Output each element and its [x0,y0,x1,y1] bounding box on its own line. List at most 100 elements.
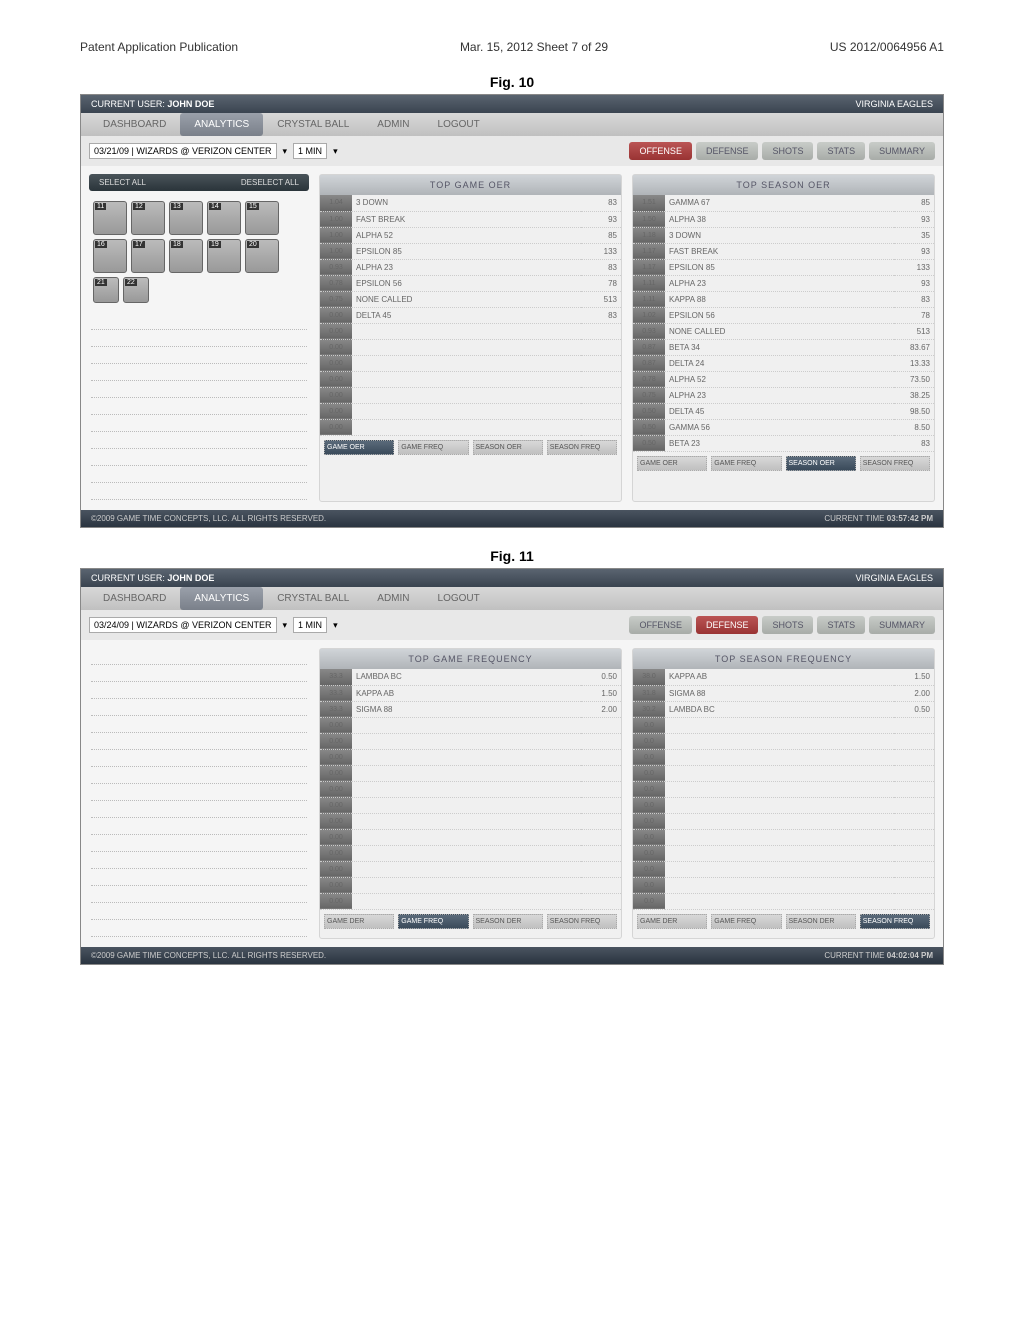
sort-season-der[interactable]: SEASON DER [473,914,543,930]
sort-season-freq[interactable]: SEASON FREQ [860,456,930,472]
player-thumb[interactable]: 19 [207,239,241,273]
table-row[interactable]: 0.0 [633,893,934,909]
table-row[interactable]: 1.00EPSILON 85133 [320,243,621,259]
table-row[interactable]: 0.0 [633,877,934,893]
table-row[interactable]: 0.00 [320,339,621,355]
table-row[interactable]: 0.0 [633,717,934,733]
sort-game-freq[interactable]: GAME FREQ [711,456,781,472]
table-row[interactable]: 0.0 [633,749,934,765]
table-row[interactable]: 0.93NONE CALLED513 [633,323,934,339]
table-row[interactable]: 0.00 [320,765,621,781]
menu-logout[interactable]: LOGOUT [424,113,494,136]
table-row[interactable]: 0.78EPSILON 5678 [320,275,621,291]
table-row[interactable]: 1.50ALPHA 3893 [633,211,934,227]
table-row[interactable]: 0.87DELTA 2413.33 [633,355,934,371]
table-row[interactable]: 0.0 [633,813,934,829]
pill-shots[interactable]: SHOTS [762,142,813,160]
game-select[interactable]: 03/21/09 | WIZARDS @ VERIZON CENTER [89,143,277,159]
table-row[interactable]: 0.0 [633,829,934,845]
sort-game-der[interactable]: GAME DER [324,914,394,930]
table-row[interactable]: 1.17EPSILON 85133 [633,259,934,275]
table-row[interactable]: 0.00 [320,845,621,861]
dropdown-icon[interactable]: ▾ [283,620,288,631]
menu-logout[interactable]: LOGOUT [424,587,494,610]
table-row[interactable]: 1.00ALPHA 5285 [320,227,621,243]
table-row[interactable]: 0.00 [320,355,621,371]
table-row[interactable]: 0.00 [320,371,621,387]
table-row[interactable]: 0.75ALPHA 2338.25 [633,387,934,403]
dropdown-icon[interactable]: ▾ [283,146,288,157]
sort-game-freq[interactable]: GAME FREQ [398,440,468,456]
table-row[interactable]: 0.0 [633,797,934,813]
player-thumb[interactable]: 18 [169,239,203,273]
table-row[interactable]: 1.00FAST BREAK93 [320,211,621,227]
table-row[interactable]: 0.50DELTA 4598.50 [633,403,934,419]
sort-game-freq[interactable]: GAME FREQ [398,914,468,930]
menu-crystal-ball[interactable]: CRYSTAL BALL [263,587,363,610]
table-row[interactable]: 38.0KAPPA AB1.50 [633,669,934,685]
game-select[interactable]: 03/24/09 | WIZARDS @ VERIZON CENTER [89,617,277,633]
table-row[interactable]: 0.75NONE CALLED513 [320,291,621,307]
pill-stats[interactable]: STATS [817,616,865,634]
table-row[interactable]: 1.183 DOWN35 [633,227,934,243]
table-row[interactable]: 0.00 [320,733,621,749]
select-all-button[interactable]: SELECT ALL [99,178,146,187]
min-select[interactable]: 1 MIN [293,617,327,633]
dropdown-icon[interactable]: ▾ [333,620,338,631]
deselect-all-button[interactable]: DESELECT ALL [241,178,299,187]
table-row[interactable]: 0.00 [320,419,621,435]
sort-season-freq[interactable]: SEASON FREQ [547,440,617,456]
player-thumb[interactable]: 21 [93,277,119,303]
table-row[interactable]: 0.0 [633,733,934,749]
menu-dashboard[interactable]: DASHBOARD [89,587,180,610]
player-thumb[interactable]: 17 [131,239,165,273]
table-row[interactable]: 0.00 [320,781,621,797]
table-row[interactable]: 0.0 [633,781,934,797]
table-row[interactable]: 1.11KAPPA 8883 [633,291,934,307]
player-thumb[interactable]: 15 [245,201,279,235]
table-row[interactable]: 0.00 [320,829,621,845]
dropdown-icon[interactable]: ▾ [333,146,338,157]
player-thumb[interactable]: 14 [207,201,241,235]
table-row[interactable]: 0.00 [320,749,621,765]
sort-season-oer[interactable]: SEASON OER [473,440,543,456]
table-row[interactable]: 0.00 [320,861,621,877]
menu-admin[interactable]: ADMIN [363,587,423,610]
table-row[interactable]: 1.043 DOWN83 [320,195,621,211]
sort-season-der[interactable]: SEASON DER [786,914,856,930]
table-row[interactable]: 0.50GAMMA 568.50 [633,419,934,435]
table-row[interactable]: 1.02EPSILON 5678 [633,307,934,323]
table-row[interactable]: 0.00 [320,893,621,909]
pill-summary[interactable]: SUMMARY [869,616,935,634]
table-row[interactable]: 1.17FAST BREAK93 [633,243,934,259]
table-row[interactable]: 30.2LAMBDA BC0.50 [633,701,934,717]
table-row[interactable]: 0.00 [320,323,621,339]
pill-stats[interactable]: STATS [817,142,865,160]
table-row[interactable]: 1.51GAMMA 6785 [633,195,934,211]
table-row[interactable]: 0.00 [320,877,621,893]
pill-shots[interactable]: SHOTS [762,616,813,634]
sort-game-freq[interactable]: GAME FREQ [711,914,781,930]
table-row[interactable]: 31.8SIGMA 882.00 [633,685,934,701]
table-row[interactable]: 0.0 [633,845,934,861]
sort-game-der[interactable]: GAME DER [637,914,707,930]
menu-analytics[interactable]: ANALYTICS [180,587,263,610]
table-row[interactable]: 0.00 [320,797,621,813]
table-row[interactable]: 0.00DELTA 4583 [320,307,621,323]
pill-summary[interactable]: SUMMARY [869,142,935,160]
sort-season-freq[interactable]: SEASON FREQ [860,914,930,930]
table-row[interactable]: 0.78ALPHA 5273.50 [633,371,934,387]
pill-defense[interactable]: DEFENSE [696,142,759,160]
table-row[interactable]: 0.00 [320,387,621,403]
table-row[interactable]: 0.00 [320,717,621,733]
player-thumb[interactable]: 12 [131,201,165,235]
sort-season-freq[interactable]: SEASON FREQ [547,914,617,930]
sort-game-oer[interactable]: GAME OER [324,440,394,456]
min-select[interactable]: 1 MIN [293,143,327,159]
player-thumb[interactable]: 20 [245,239,279,273]
menu-crystal-ball[interactable]: CRYSTAL BALL [263,113,363,136]
table-row[interactable]: 33.3KAPPA AB1.50 [320,685,621,701]
pill-offense[interactable]: OFFENSE [629,616,692,634]
pill-defense[interactable]: DEFENSE [696,616,759,634]
table-row[interactable]: 33.3LAMBDA BC0.50 [320,669,621,685]
